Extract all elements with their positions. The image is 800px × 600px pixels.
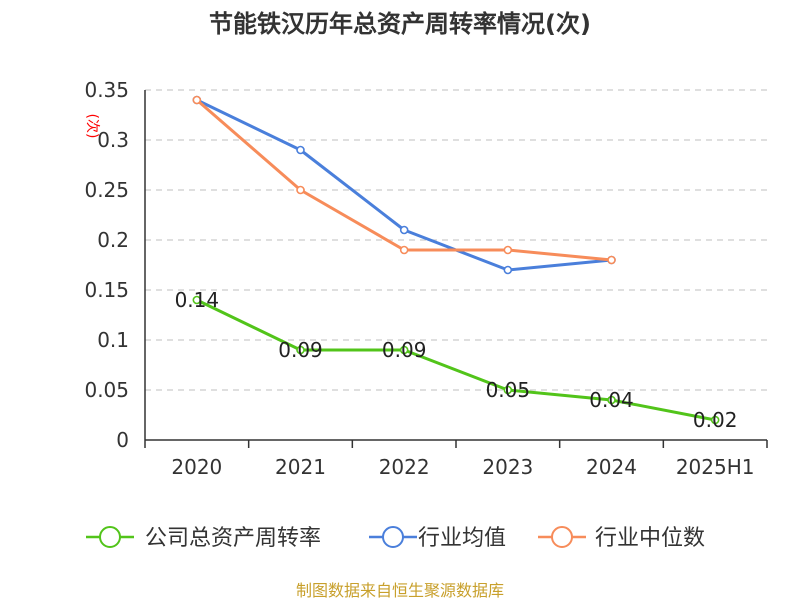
data-point[interactable] xyxy=(296,185,305,195)
data-label: 0.05 xyxy=(486,378,531,402)
y-axis-unit: (次) xyxy=(84,114,100,139)
data-labels: 0.14 0.09 0.09 0.05 0.04 0.02 xyxy=(175,288,738,432)
y-tick-label: 0.1 xyxy=(97,328,129,352)
series-line xyxy=(196,98,612,272)
y-tick-label: 0.25 xyxy=(84,178,129,202)
y-tick-label: 0.3 xyxy=(97,128,129,152)
x-tick-label: 2021 xyxy=(275,455,326,479)
data-point[interactable] xyxy=(192,95,202,105)
x-tick-label: 2025H1 xyxy=(676,455,755,479)
x-tick-label: 2022 xyxy=(379,455,430,479)
x-tick-label: 2020 xyxy=(171,455,222,479)
series-line xyxy=(195,98,612,262)
y-tick-label: 0 xyxy=(116,428,129,452)
data-point[interactable] xyxy=(399,345,409,355)
legend[interactable]: 公司总资产周转率 行业均值 行业中位数 xyxy=(86,526,705,551)
data-point[interactable] xyxy=(503,265,513,275)
series-lines xyxy=(192,95,720,425)
y-tick-label: 0.35 xyxy=(84,78,129,102)
data-label: 0.02 xyxy=(693,408,738,432)
chart-title: 节能铁汉历年总资产周转率情况(次) xyxy=(209,10,591,38)
data-label: 0.04 xyxy=(589,388,634,412)
x-tick-label: 2023 xyxy=(482,455,533,479)
data-label: 0.09 xyxy=(278,338,323,362)
data-point[interactable] xyxy=(296,345,305,355)
data-point[interactable] xyxy=(192,295,202,305)
y-tick-label: 0.05 xyxy=(84,378,129,402)
legend-label[interactable]: 行业均值 xyxy=(418,526,506,551)
y-tick-label: 0.2 xyxy=(97,228,129,252)
legend-label[interactable]: 公司总资产周转率 xyxy=(145,526,321,551)
y-tick-label: 0.15 xyxy=(84,278,129,302)
data-point[interactable] xyxy=(503,245,513,255)
legend-swatch-marker[interactable] xyxy=(551,526,573,548)
grid-lines xyxy=(145,89,767,391)
data-point[interactable] xyxy=(607,255,616,265)
data-point[interactable] xyxy=(399,225,409,235)
data-point[interactable] xyxy=(503,385,513,395)
data-point[interactable] xyxy=(607,395,616,405)
data-label: 0.14 xyxy=(175,288,220,312)
legend-swatch-marker[interactable] xyxy=(99,526,121,548)
data-point[interactable] xyxy=(710,415,720,425)
data-point[interactable] xyxy=(399,245,409,255)
legend-swatch-marker[interactable] xyxy=(382,526,404,548)
series-line xyxy=(196,298,716,422)
axes: 0 0.05 0.1 0.15 0.2 0.25 0.3 0.35 2020 2021 2022 20… xyxy=(84,78,768,479)
data-source-note: 制图数据来自恒生聚源数据库 xyxy=(296,581,504,600)
data-point[interactable] xyxy=(296,145,305,155)
data-label: 0.09 xyxy=(382,338,427,362)
legend-label[interactable]: 行业中位数 xyxy=(595,526,705,551)
x-tick-label: 2024 xyxy=(586,455,637,479)
